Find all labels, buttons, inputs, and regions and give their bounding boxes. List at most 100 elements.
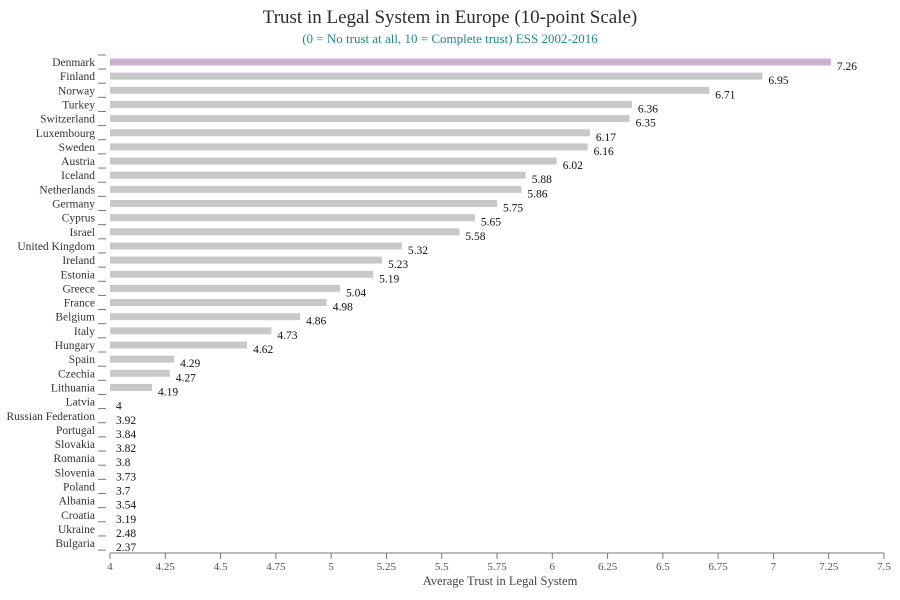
value-label: 5.86 (527, 188, 547, 200)
y-tick-label: Israel (69, 227, 95, 239)
chart-subtitle: (0 = No trust at all, 10 = Complete trus… (302, 31, 598, 46)
x-tick-label: 5.25 (377, 561, 397, 573)
y-tick-label: Denmark (52, 57, 95, 69)
value-label: 3.82 (116, 443, 136, 455)
value-labels: 7.26 6.95 6.71 6.36 6.35 6.17 6.16 6.02 5.88 5.86… (116, 61, 857, 554)
x-axis: 4 4.25 4.5 4.75 5 5.25 5.5 5.75 6 6.25 6.5 6.75 7 7.2… (107, 552, 891, 573)
value-label: 3.54 (116, 500, 136, 512)
y-axis-labels: Denmark Finland Norway Turkey Switzerland Lux… (7, 57, 96, 550)
y-tick-label: Portugal (56, 425, 95, 437)
x-tick-label: 6 (550, 561, 556, 573)
y-tick-label: Turkey (62, 99, 95, 111)
bar-italy (110, 327, 272, 335)
bar-turkey (110, 100, 632, 108)
x-tick-label: 5.5 (435, 561, 449, 573)
value-label: 4.98 (333, 302, 353, 314)
y-tick-label: Lithuania (51, 382, 95, 394)
value-label: 3.19 (116, 514, 136, 526)
x-tick-label: 7 (771, 561, 777, 573)
y-tick-label: Estonia (61, 269, 96, 281)
value-label: 6.36 (638, 103, 658, 115)
bar-sweden (110, 143, 588, 151)
value-label: 6.35 (636, 118, 656, 130)
value-label: 5.65 (481, 217, 501, 229)
y-tick-label: Ireland (62, 255, 95, 267)
y-tick-label: Poland (63, 482, 95, 494)
value-label: 4.27 (176, 372, 196, 384)
value-label: 4.19 (158, 386, 178, 398)
bar-luxembourg (110, 129, 590, 137)
value-label: 5.19 (379, 273, 399, 285)
x-tick-label: 6.5 (656, 561, 670, 573)
y-tick-label: Finland (60, 71, 95, 83)
y-tick-label: United Kingdom (17, 241, 95, 253)
bar-estonia (110, 270, 374, 278)
x-tick-label: 4 (107, 561, 113, 573)
value-label: 4.73 (277, 330, 297, 342)
value-label: 4 (116, 401, 122, 413)
y-tick-label: Ukraine (58, 524, 95, 536)
bar-czechia (110, 369, 170, 377)
y-tick-label: Latvia (66, 397, 95, 409)
y-tick-label: Albania (59, 496, 95, 508)
value-label: 5.58 (465, 231, 485, 243)
y-tick-label: Slovakia (55, 439, 95, 451)
bar-iceland (110, 171, 526, 179)
bar-denmark (110, 58, 831, 66)
y-tick-label: Norway (58, 85, 95, 97)
bar-united-kingdom (110, 242, 402, 250)
bar-netherlands (110, 185, 522, 193)
value-label: 6.71 (715, 89, 735, 101)
y-tick-label: Spain (69, 354, 95, 366)
chart-title: Trust in Legal System in Europe (10-poin… (262, 7, 638, 28)
value-label: 4.29 (180, 358, 200, 370)
bars-group (110, 58, 831, 391)
bar-belgium (110, 313, 301, 321)
x-tick-label: 5 (328, 561, 334, 573)
value-label: 3.8 (116, 457, 131, 469)
bar-france (110, 299, 327, 307)
y-tick-label: Austria (61, 156, 95, 168)
y-tick-label: Luxembourg (36, 128, 95, 140)
bar-greece (110, 284, 340, 292)
x-tick-label: 4.25 (156, 561, 176, 573)
bar-austria (110, 157, 557, 165)
x-tick-label: 4.5 (214, 561, 228, 573)
y-tick-label: Slovenia (55, 467, 95, 479)
y-tick-label: Netherlands (39, 184, 95, 196)
x-tick-label: 7.5 (877, 561, 891, 573)
bar-israel (110, 228, 460, 236)
value-label: 5.04 (346, 287, 366, 299)
value-label: 4.86 (306, 316, 326, 328)
y-tick-label: Croatia (61, 510, 95, 522)
y-tick-label: Bulgaria (55, 538, 95, 550)
x-tick-label: 5.75 (487, 561, 507, 573)
value-label: 6.02 (563, 160, 583, 172)
y-tick-label: Belgium (55, 312, 95, 324)
y-tick-label: France (64, 298, 95, 310)
y-tick-label: Greece (62, 283, 95, 295)
bar-cyprus (110, 214, 475, 222)
value-label: 3.84 (116, 429, 136, 441)
x-tick-label: 6.75 (709, 561, 729, 573)
y-tick-label: Hungary (55, 340, 95, 352)
value-label: 5.32 (408, 245, 428, 257)
value-label: 5.88 (532, 174, 552, 186)
bar-finland (110, 72, 763, 80)
y-tick-label: Cyprus (62, 213, 96, 225)
bar-hungary (110, 341, 248, 349)
bar-germany (110, 200, 497, 207)
y-axis-ticks (98, 54, 106, 551)
bar-switzerland (110, 115, 630, 123)
y-tick-label: Germany (52, 199, 95, 211)
value-label: 6.16 (594, 146, 614, 158)
x-tick-label: 6.25 (598, 561, 618, 573)
y-tick-label: Russian Federation (7, 411, 96, 423)
bar-ireland (110, 256, 383, 264)
value-label: 5.23 (388, 259, 408, 271)
value-label: 3.73 (116, 471, 136, 483)
value-label: 2.48 (116, 528, 136, 540)
x-tick-label: 4.75 (266, 561, 286, 573)
y-tick-label: Romania (53, 453, 95, 465)
